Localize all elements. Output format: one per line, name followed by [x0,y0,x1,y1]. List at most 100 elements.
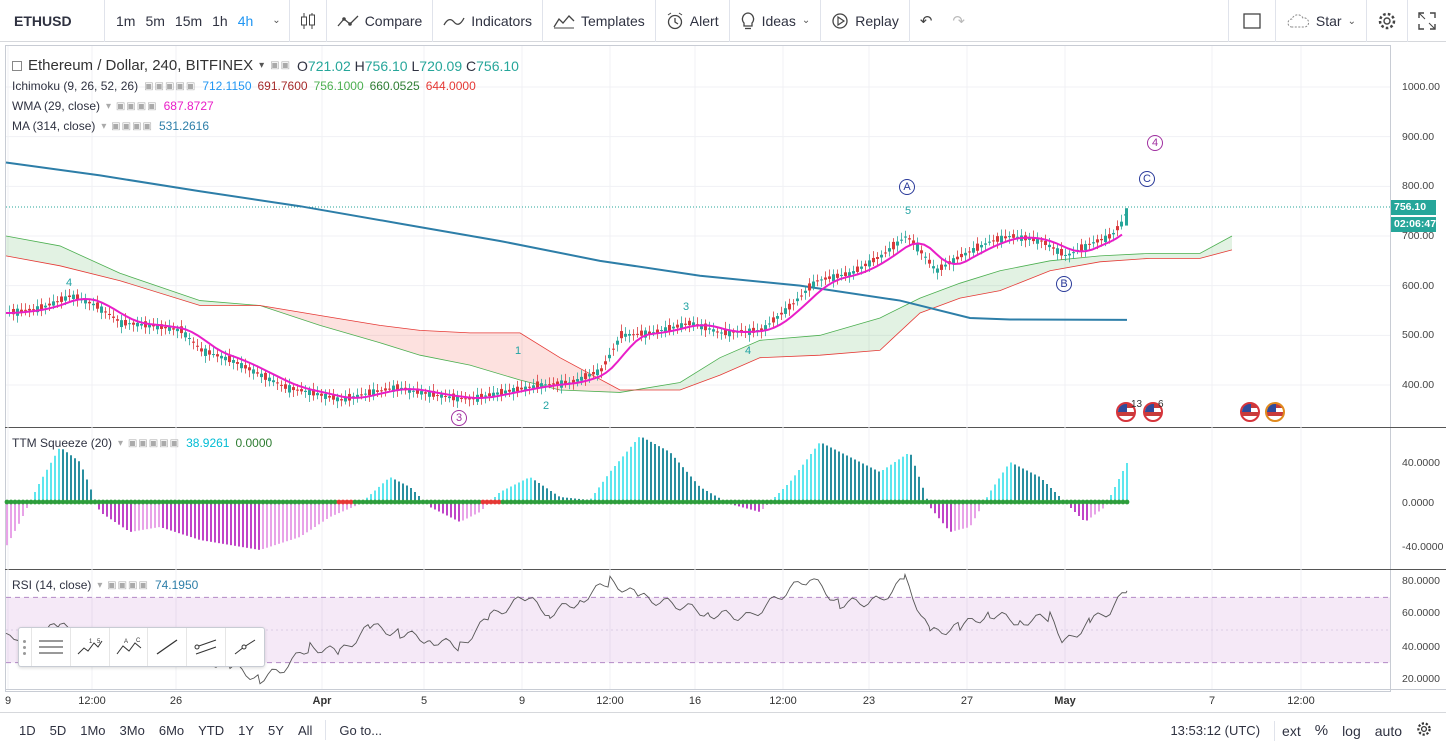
ext-toggle[interactable]: ext [1282,722,1301,739]
channel-tool[interactable] [186,628,225,666]
symbol-search[interactable]: ETHUSD [14,12,72,29]
ichimoku-value: 660.0525 [369,79,420,93]
legend-buttons[interactable]: ▾ ▣▣▣▣ [101,120,153,132]
range-5y[interactable]: 5Y [268,722,284,738]
fullscreen-button[interactable] [1408,0,1446,42]
elliott-wave-label[interactable]: 4 [745,345,752,357]
candles-icon [300,12,315,29]
path-icon [234,639,256,655]
templates-button[interactable]: Templates [543,0,655,42]
replay-button[interactable]: Replay [821,0,909,42]
undo-icon: ↶ [919,12,933,30]
time-tick-label: 12:00 [596,695,624,707]
scale-settings-button[interactable] [1409,721,1446,740]
path-tool[interactable] [225,628,264,666]
lines-tool[interactable] [30,628,70,666]
chevron-down-icon[interactable]: ▾ [259,60,265,71]
wma-name[interactable]: WMA (29, close) [12,99,101,113]
legend-buttons[interactable]: ▾ ▣▣▣▣ [106,100,158,112]
interval-1m[interactable]: 1m [116,12,136,29]
clock[interactable]: 13:53:12 (UTC) [1170,723,1261,738]
chart-collapse-toggle[interactable] [12,60,22,71]
rsi-tick-label: 20.0000 [1402,673,1440,685]
elliott-wave-label[interactable]: 5 [905,205,912,217]
rsi-name[interactable]: RSI (14, close) [12,578,92,592]
wave-circle-label[interactable]: C [1139,171,1155,187]
ma-name[interactable]: MA (314, close) [12,119,96,133]
pane-separator[interactable] [5,569,1446,570]
low-value: 720.09 [419,57,463,74]
chart-style-button[interactable] [290,0,326,42]
bottom-right-tools: 13:53:12 (UTC) ext % log auto [1163,713,1446,747]
interval-dropdown[interactable]: ⌄ [264,0,288,42]
range-3mo[interactable]: 3Mo [119,722,145,738]
templates-label: Templates [580,12,645,29]
compare-button[interactable]: Compare [327,0,433,42]
wave-circle-label[interactable]: B [1056,276,1072,292]
range-6mo[interactable]: 6Mo [158,722,185,738]
time-tick-label: 16 [688,695,702,707]
top-toolbar: ETHUSD 1m 5m 15m 1h 4h ⌄ Compare Indicators … [0,0,1446,42]
legend-buttons[interactable]: ▾ ▣▣▣▣▣ [118,437,181,449]
legend-buttons[interactable]: ▣▣▣▣▣ [144,80,197,92]
alert-button[interactable]: Alert [656,0,729,42]
economic-event-flag-icon[interactable] [1240,402,1260,422]
range-5d[interactable]: 5D [49,722,67,738]
expand-icon [1418,12,1436,30]
economic-event-flag-icon[interactable] [1265,402,1285,422]
replay-icon [832,12,848,29]
interval-1h[interactable]: 1h [212,12,228,29]
auto-toggle[interactable]: auto [1374,722,1402,739]
price-scale[interactable] [1390,45,1446,692]
price-tick-label: 600.00 [1402,280,1435,292]
range-all[interactable]: All [297,722,313,738]
chart-canvas[interactable] [5,45,1391,692]
price-tick-label: 500.00 [1402,329,1435,341]
legend-buttons[interactable]: ▾ ▣▣▣▣ [97,579,149,591]
elliott-wave-label[interactable]: 4 [66,277,73,289]
goto-button[interactable]: Go to... [339,722,383,738]
interval-4h[interactable]: 4h [237,12,254,29]
interval-15m[interactable]: 15m [174,12,203,29]
legend-buttons[interactable]: ▣▣ [270,60,292,71]
range-1y[interactable]: 1Y [238,722,255,738]
ichimoku-name[interactable]: Ichimoku (9, 26, 52, 26) [12,79,139,93]
price-tick-label: 700.00 [1402,230,1435,242]
elliott-wave-label[interactable]: 1 [515,345,522,357]
elliott-wave-label[interactable]: 2 [543,400,550,412]
trend-line-tool[interactable] [147,628,186,666]
log-toggle[interactable]: log [1342,722,1361,739]
star-button[interactable]: Star ⌄ [1276,0,1366,42]
ideas-button[interactable]: Ideas ⌄ [730,0,821,42]
elliott-wave-label[interactable]: 3 [683,301,690,313]
wave-circle-label[interactable]: 3 [451,410,467,426]
rsi-tick-label: 40.0000 [1402,641,1440,653]
squeeze-legend: TTM Squeeze (20) ▾ ▣▣▣▣▣ 38.9261 0.0000 [12,436,272,450]
time-tick-label: 9 [4,695,12,707]
economic-event-flag-icon[interactable] [1116,402,1136,422]
undo-button[interactable]: ↶ [910,0,943,42]
fullscreen-layout-button[interactable] [1229,0,1275,42]
templates-icon [553,14,575,28]
event-count: 13 [1131,399,1143,410]
economic-event-flag-icon[interactable] [1143,402,1163,422]
wave-circle-label[interactable]: 4 [1147,135,1163,151]
svg-text:A: A [124,639,128,645]
range-ytd[interactable]: YTD [198,722,225,738]
settings-button[interactable] [1367,0,1407,42]
wave-circle-label[interactable]: A [899,179,915,195]
price-tick-label: 900.00 [1402,131,1435,143]
percent-toggle[interactable]: % [1314,722,1329,739]
interval-5m[interactable]: 5m [145,12,165,29]
rectangle-icon [1243,13,1261,29]
redo-button[interactable]: ↷ [942,0,975,42]
pane-separator[interactable] [5,427,1446,428]
drag-handle[interactable] [19,632,31,662]
squeeze-name[interactable]: TTM Squeeze (20) [12,436,113,450]
range-1d[interactable]: 1D [19,722,36,738]
squeeze-tick-label: -40.0000 [1402,541,1444,553]
indicators-button[interactable]: Indicators [433,0,542,42]
range-1mo[interactable]: 1Mo [80,722,106,738]
